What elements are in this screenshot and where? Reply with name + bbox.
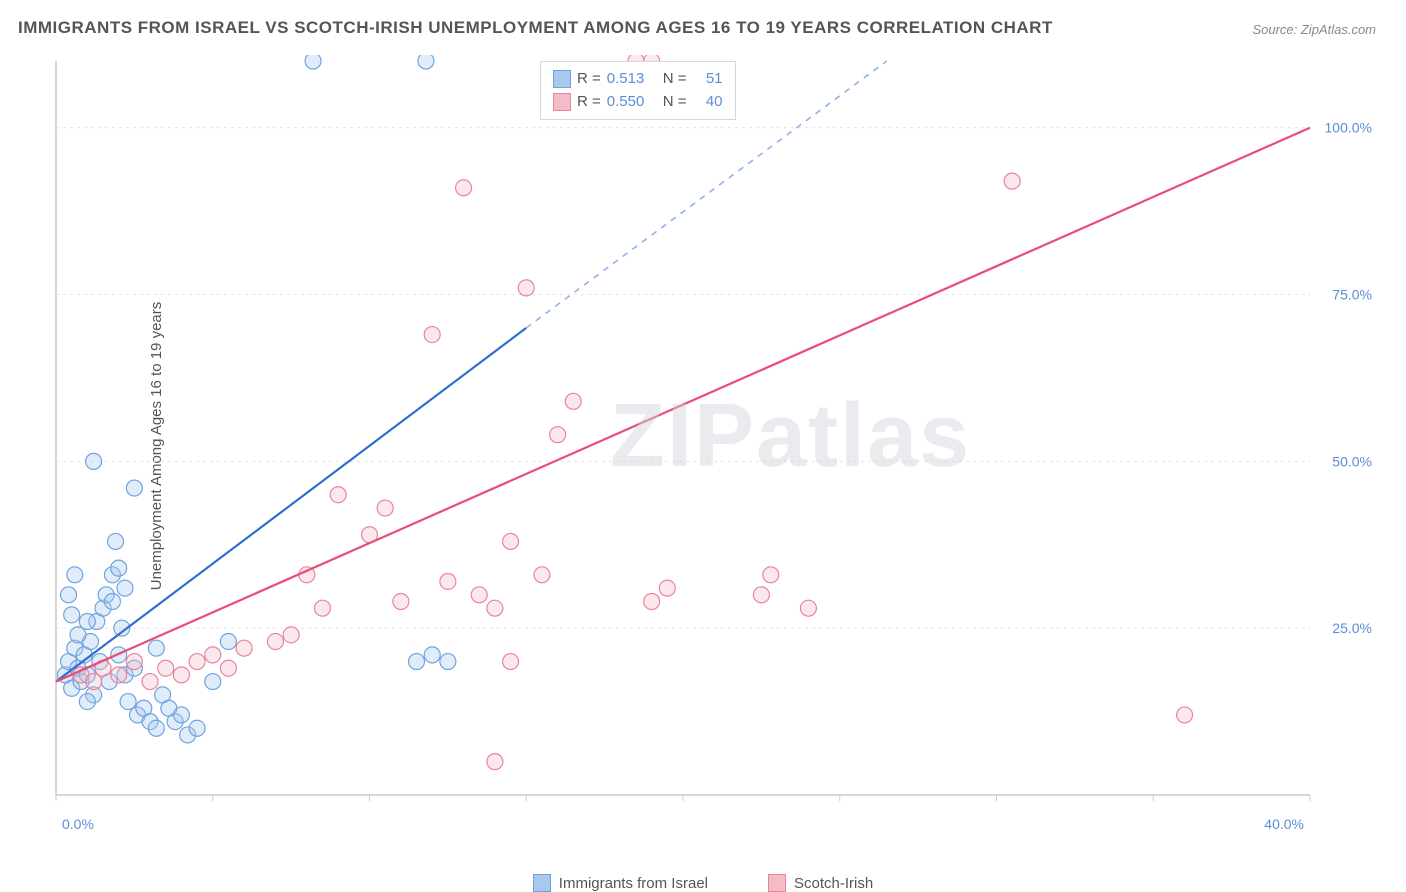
correlation-legend: R = 0.513 N = 51 R = 0.550 N = 40 <box>540 61 736 120</box>
chart-title: IMMIGRANTS FROM ISRAEL VS SCOTCH-IRISH U… <box>18 18 1053 38</box>
legend-n-label: N = <box>663 68 687 91</box>
legend-swatch <box>553 70 571 88</box>
legend-r-value: 0.550 <box>607 91 657 114</box>
legend-row: R = 0.513 N = 51 <box>553 68 723 91</box>
svg-text:40.0%: 40.0% <box>1264 816 1304 832</box>
scatter-plot: 25.0%50.0%75.0%100.0%0.0%40.0% ZIPatlas … <box>50 55 1380 835</box>
svg-text:25.0%: 25.0% <box>1332 620 1372 636</box>
legend-swatch <box>553 93 571 111</box>
legend-swatch <box>533 874 551 892</box>
legend-n-label: N = <box>663 91 687 114</box>
legend-r-label: R = <box>577 91 601 114</box>
series-legend-item: Immigrants from Israel <box>533 874 708 892</box>
legend-n-value: 40 <box>693 91 723 114</box>
series-legend-label: Immigrants from Israel <box>559 875 708 892</box>
legend-r-value: 0.513 <box>607 68 657 91</box>
plot-svg: 25.0% 50.0% 75.0% 100.0% 0.0% 40.0% <box>50 55 1380 835</box>
svg-text:50.0%: 50.0% <box>1332 453 1372 469</box>
legend-row: R = 0.550 N = 40 <box>553 91 723 114</box>
svg-text:75.0%: 75.0% <box>1332 287 1372 303</box>
legend-n-value: 51 <box>693 68 723 91</box>
legend-swatch <box>768 874 786 892</box>
source-attribution: Source: ZipAtlas.com <box>1252 22 1376 37</box>
svg-text:0.0%: 0.0% <box>62 816 94 832</box>
legend-r-label: R = <box>577 68 601 91</box>
series-legend-item: Scotch-Irish <box>768 874 873 892</box>
series-legend-label: Scotch-Irish <box>794 875 873 892</box>
series-legend: Immigrants from Israel Scotch-Irish <box>0 874 1406 892</box>
svg-text:100.0%: 100.0% <box>1325 120 1372 136</box>
